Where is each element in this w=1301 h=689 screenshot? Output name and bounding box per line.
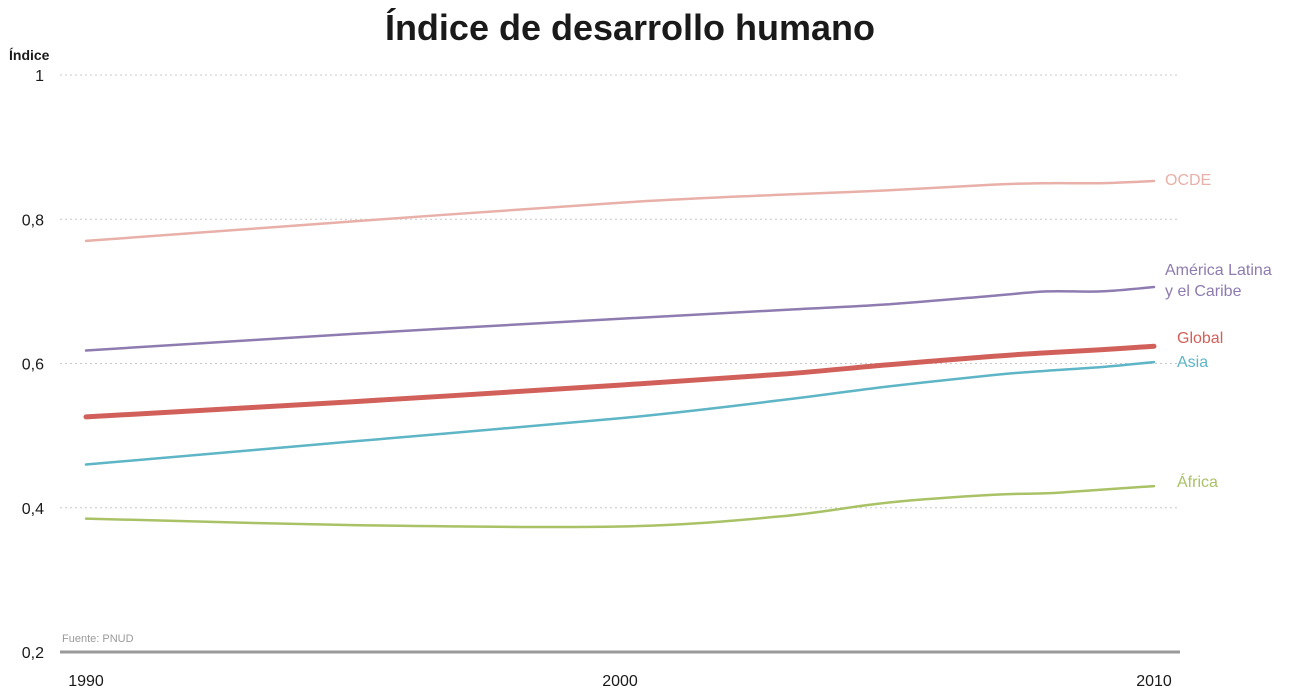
series-line-global: [86, 346, 1154, 417]
series-lines: [86, 181, 1154, 527]
series-label-global: Global: [1177, 330, 1223, 347]
series-labels: OCDE América Latina y el Caribe Global Asia Á…: [1165, 172, 1272, 491]
y-tick-label: 0,2: [22, 645, 44, 662]
y-tick-label: 0,8: [22, 212, 44, 229]
y-axis-label: Índice: [9, 47, 50, 63]
series-line-ocde: [86, 181, 1154, 241]
series-label-asia: Asia: [1177, 354, 1208, 371]
series-line-africa: [86, 486, 1154, 527]
series-label-america-latina-y-el-caribe: y el Caribe: [1165, 283, 1242, 300]
x-tick-label: 1990: [68, 673, 104, 689]
x-tick-label: 2010: [1136, 673, 1172, 689]
gridlines: [60, 75, 1180, 508]
x-axis-ticks: 1990 2000 2010: [68, 673, 1172, 689]
series-label-america-latina-y-el-caribe: América Latina: [1165, 262, 1272, 279]
series-label-ocde: OCDE: [1165, 172, 1211, 189]
series-line-america-latina-y-el-caribe: [86, 287, 1154, 351]
x-tick-label: 2000: [602, 673, 638, 689]
series-line-asia: [86, 362, 1154, 464]
y-tick-label: 0,4: [22, 501, 44, 518]
y-tick-label: 1: [35, 68, 44, 85]
source-note: Fuente: PNUD: [62, 633, 134, 645]
y-axis-ticks: 0,2 0,4 0,6 0,8 1: [22, 68, 44, 662]
y-tick-label: 0,6: [22, 357, 44, 374]
series-label-africa: África: [1177, 472, 1218, 491]
chart-title: Índice de desarrollo humano: [385, 7, 875, 48]
